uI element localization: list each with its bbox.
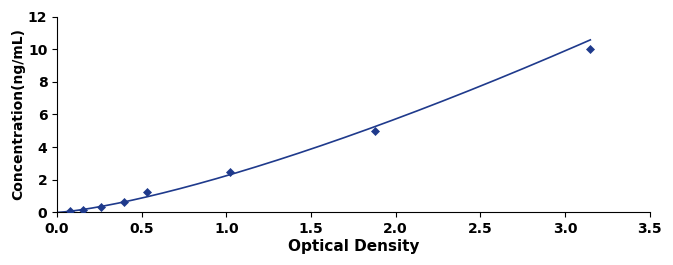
Y-axis label: Concentration(ng/mL): Concentration(ng/mL) [11, 29, 25, 201]
X-axis label: Optical Density: Optical Density [287, 239, 419, 254]
